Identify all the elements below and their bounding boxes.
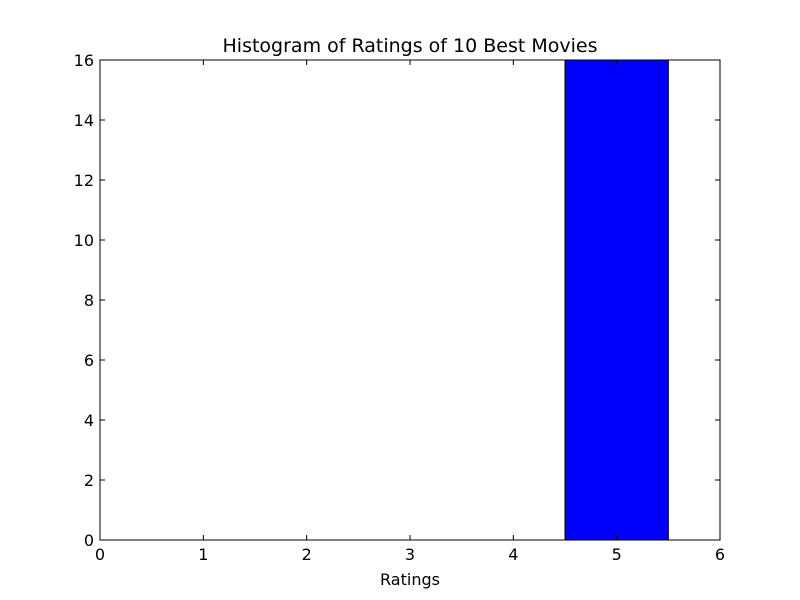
bars-layer xyxy=(151,59,669,541)
y-tick-label: 12 xyxy=(74,171,94,190)
histogram-bar-5 xyxy=(564,59,669,541)
y-tick-label: 8 xyxy=(84,291,94,310)
x-axis-ticks: 0 1 2 3 4 5 6 xyxy=(95,60,725,564)
y-tick-label: 4 xyxy=(84,411,94,430)
x-tick-label: 4 xyxy=(508,545,518,564)
y-tick-label: 14 xyxy=(74,111,94,130)
x-tick-label: 3 xyxy=(405,545,415,564)
y-tick-label: 0 xyxy=(84,531,94,550)
chart-title: Histogram of Ratings of 10 Best Movies xyxy=(223,35,598,57)
y-tick-label: 10 xyxy=(74,231,94,250)
x-tick-label: 6 xyxy=(715,545,725,564)
y-tick-label: 2 xyxy=(84,471,94,490)
x-axis-label: Ratings xyxy=(380,570,440,589)
y-tick-label: 16 xyxy=(74,51,94,70)
y-tick-label: 6 xyxy=(84,351,94,370)
x-tick-label: 1 xyxy=(198,545,208,564)
x-tick-label: 0 xyxy=(95,545,105,564)
x-tick-label: 2 xyxy=(302,545,312,564)
y-axis-ticks: 0 2 4 6 8 10 12 14 16 xyxy=(74,51,720,550)
x-tick-label: 5 xyxy=(612,545,622,564)
